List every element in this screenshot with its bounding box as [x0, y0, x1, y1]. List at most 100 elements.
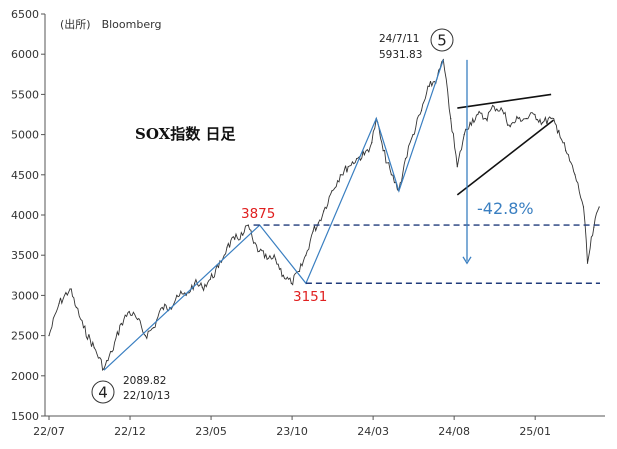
data-point [525, 117, 528, 120]
y-tick-label: 1500 [11, 410, 39, 423]
level-high-label: 3875 [241, 206, 275, 222]
data-point [404, 158, 407, 160]
data-point [517, 117, 519, 120]
data-point [242, 234, 244, 236]
data-point [456, 166, 458, 168]
wave-trendline [103, 59, 444, 371]
level-low-label: 3151 [293, 289, 327, 305]
data-point [234, 238, 236, 240]
data-point [82, 327, 85, 329]
data-point [347, 166, 349, 168]
data-point [574, 174, 576, 176]
data-point [111, 351, 113, 353]
data-point [558, 130, 560, 132]
data-point [298, 270, 301, 272]
data-point [128, 310, 130, 313]
x-tick-label: 23/05 [195, 425, 227, 438]
data-point [339, 174, 341, 176]
data-point [477, 113, 479, 116]
data-point [363, 154, 365, 156]
data-point [258, 250, 260, 252]
data-point [586, 262, 589, 264]
data-point [485, 117, 487, 120]
wave4-marker [91, 380, 115, 404]
overlay-lines [103, 59, 600, 371]
data-point [463, 134, 465, 136]
data-point [266, 258, 268, 260]
data-point [428, 85, 430, 87]
data-point [509, 126, 511, 128]
data-point [217, 266, 220, 268]
decline-arrow-head [462, 256, 472, 265]
x-tick-label: 22/12 [114, 425, 146, 438]
data-point [550, 117, 552, 120]
data-point [317, 222, 319, 224]
data-point [371, 142, 373, 144]
data-point [582, 206, 585, 208]
low-value-label: 2089.82 [123, 375, 166, 387]
data-point [194, 282, 196, 284]
data-point [593, 226, 595, 228]
data-point [58, 302, 60, 304]
data-point [153, 327, 155, 329]
data-point [290, 282, 292, 284]
data-point [450, 117, 452, 120]
triangle-lower-line [456, 119, 554, 196]
wave5-marker [430, 28, 454, 52]
y-tick-label: 2000 [11, 370, 39, 383]
price-series [48, 58, 600, 371]
data-point [382, 150, 384, 152]
data-point [598, 206, 600, 208]
data-point [69, 288, 71, 290]
x-tick-label: 23/10 [276, 425, 308, 438]
data-point [275, 258, 277, 260]
data-point [201, 286, 203, 288]
data-point [305, 254, 307, 256]
price-line [48, 58, 600, 371]
x-axis-ticks: 22/07 22/12 23/05 23/10 24/03 24/08 25/01 [33, 416, 551, 438]
y-tick-label: 5500 [11, 88, 39, 101]
x-tick-label: 22/07 [33, 425, 65, 438]
data-point [420, 109, 423, 112]
y-axis-ticks: 1500 2000 2500 3000 3500 4000 4500 5000 5500 6000… [11, 8, 45, 423]
triangle-upper-line [457, 93, 552, 109]
y-tick-label: 2500 [11, 330, 39, 343]
wave5-label: 5 [437, 32, 447, 50]
data-point [501, 109, 504, 112]
data-point [120, 322, 122, 325]
x-tick-label: 24/03 [357, 425, 389, 438]
data-point [312, 230, 314, 232]
data-point [323, 210, 325, 212]
high-date-label: 24/7/11 [379, 33, 419, 45]
data-point [493, 105, 495, 108]
data-point [136, 318, 139, 321]
data-point [144, 335, 146, 337]
y-tick-label: 4000 [11, 209, 39, 222]
data-point [542, 121, 544, 124]
data-point [93, 347, 95, 349]
data-point [565, 150, 567, 152]
x-tick-label: 24/08 [438, 425, 470, 438]
data-point [185, 294, 187, 296]
data-point [75, 306, 77, 309]
data-point [356, 158, 358, 160]
high-value-label: 5931.83 [379, 49, 422, 61]
data-point [412, 134, 414, 136]
y-tick-label: 3500 [11, 249, 39, 262]
data-point [176, 294, 178, 296]
data-point [534, 113, 536, 116]
y-tick-label: 5000 [11, 129, 39, 142]
data-point [48, 335, 50, 337]
x-tick-label: 25/01 [519, 425, 551, 438]
data-point [247, 224, 249, 226]
y-tick-label: 3000 [11, 289, 39, 302]
chart-title: SOX指数 日足 [135, 125, 236, 143]
low-date-label: 22/10/13 [123, 390, 170, 402]
data-point [103, 368, 105, 370]
data-point [469, 121, 471, 124]
data-point [209, 278, 211, 280]
data-point [390, 174, 392, 176]
data-point [282, 274, 284, 276]
data-point [226, 246, 228, 248]
